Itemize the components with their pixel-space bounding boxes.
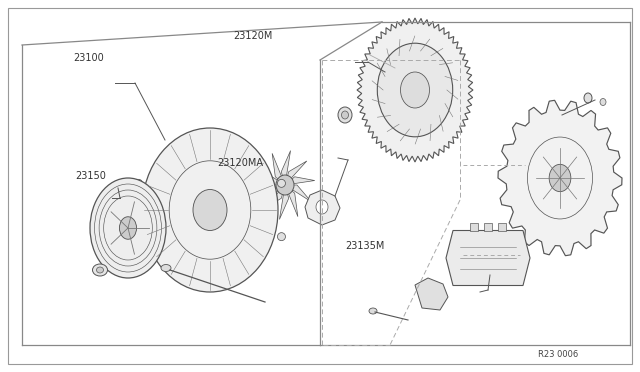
Polygon shape [285, 177, 315, 185]
Polygon shape [484, 222, 492, 231]
Ellipse shape [600, 99, 606, 106]
Ellipse shape [401, 72, 429, 108]
Ellipse shape [193, 189, 227, 231]
Ellipse shape [369, 308, 377, 314]
Text: 23135M: 23135M [346, 241, 385, 251]
Ellipse shape [134, 179, 143, 187]
Text: R23 0006: R23 0006 [538, 350, 578, 359]
Ellipse shape [316, 200, 328, 214]
Ellipse shape [90, 178, 166, 278]
Polygon shape [255, 185, 285, 193]
Polygon shape [272, 153, 285, 185]
Ellipse shape [120, 217, 136, 239]
Ellipse shape [161, 264, 171, 272]
Ellipse shape [278, 179, 285, 187]
Ellipse shape [134, 232, 143, 241]
Polygon shape [259, 168, 285, 185]
Polygon shape [282, 151, 291, 185]
Ellipse shape [549, 164, 571, 192]
Polygon shape [415, 278, 448, 310]
Polygon shape [285, 185, 311, 202]
Text: 23150: 23150 [76, 170, 106, 180]
Ellipse shape [378, 43, 452, 137]
Ellipse shape [142, 128, 278, 292]
Polygon shape [285, 185, 298, 217]
Ellipse shape [276, 175, 294, 195]
Ellipse shape [278, 232, 285, 241]
Ellipse shape [342, 111, 349, 119]
Ellipse shape [584, 93, 592, 103]
Polygon shape [446, 231, 530, 285]
Polygon shape [280, 185, 289, 219]
Polygon shape [357, 18, 473, 162]
Polygon shape [498, 222, 506, 231]
Polygon shape [470, 222, 478, 231]
Polygon shape [263, 185, 285, 209]
Ellipse shape [338, 107, 352, 123]
Ellipse shape [97, 267, 104, 273]
Text: 23120M: 23120M [234, 31, 273, 41]
Text: 23120MA: 23120MA [218, 157, 264, 167]
Polygon shape [285, 161, 307, 185]
Polygon shape [305, 190, 340, 225]
Ellipse shape [93, 264, 108, 276]
Polygon shape [498, 100, 622, 256]
Text: 23100: 23100 [74, 53, 104, 63]
